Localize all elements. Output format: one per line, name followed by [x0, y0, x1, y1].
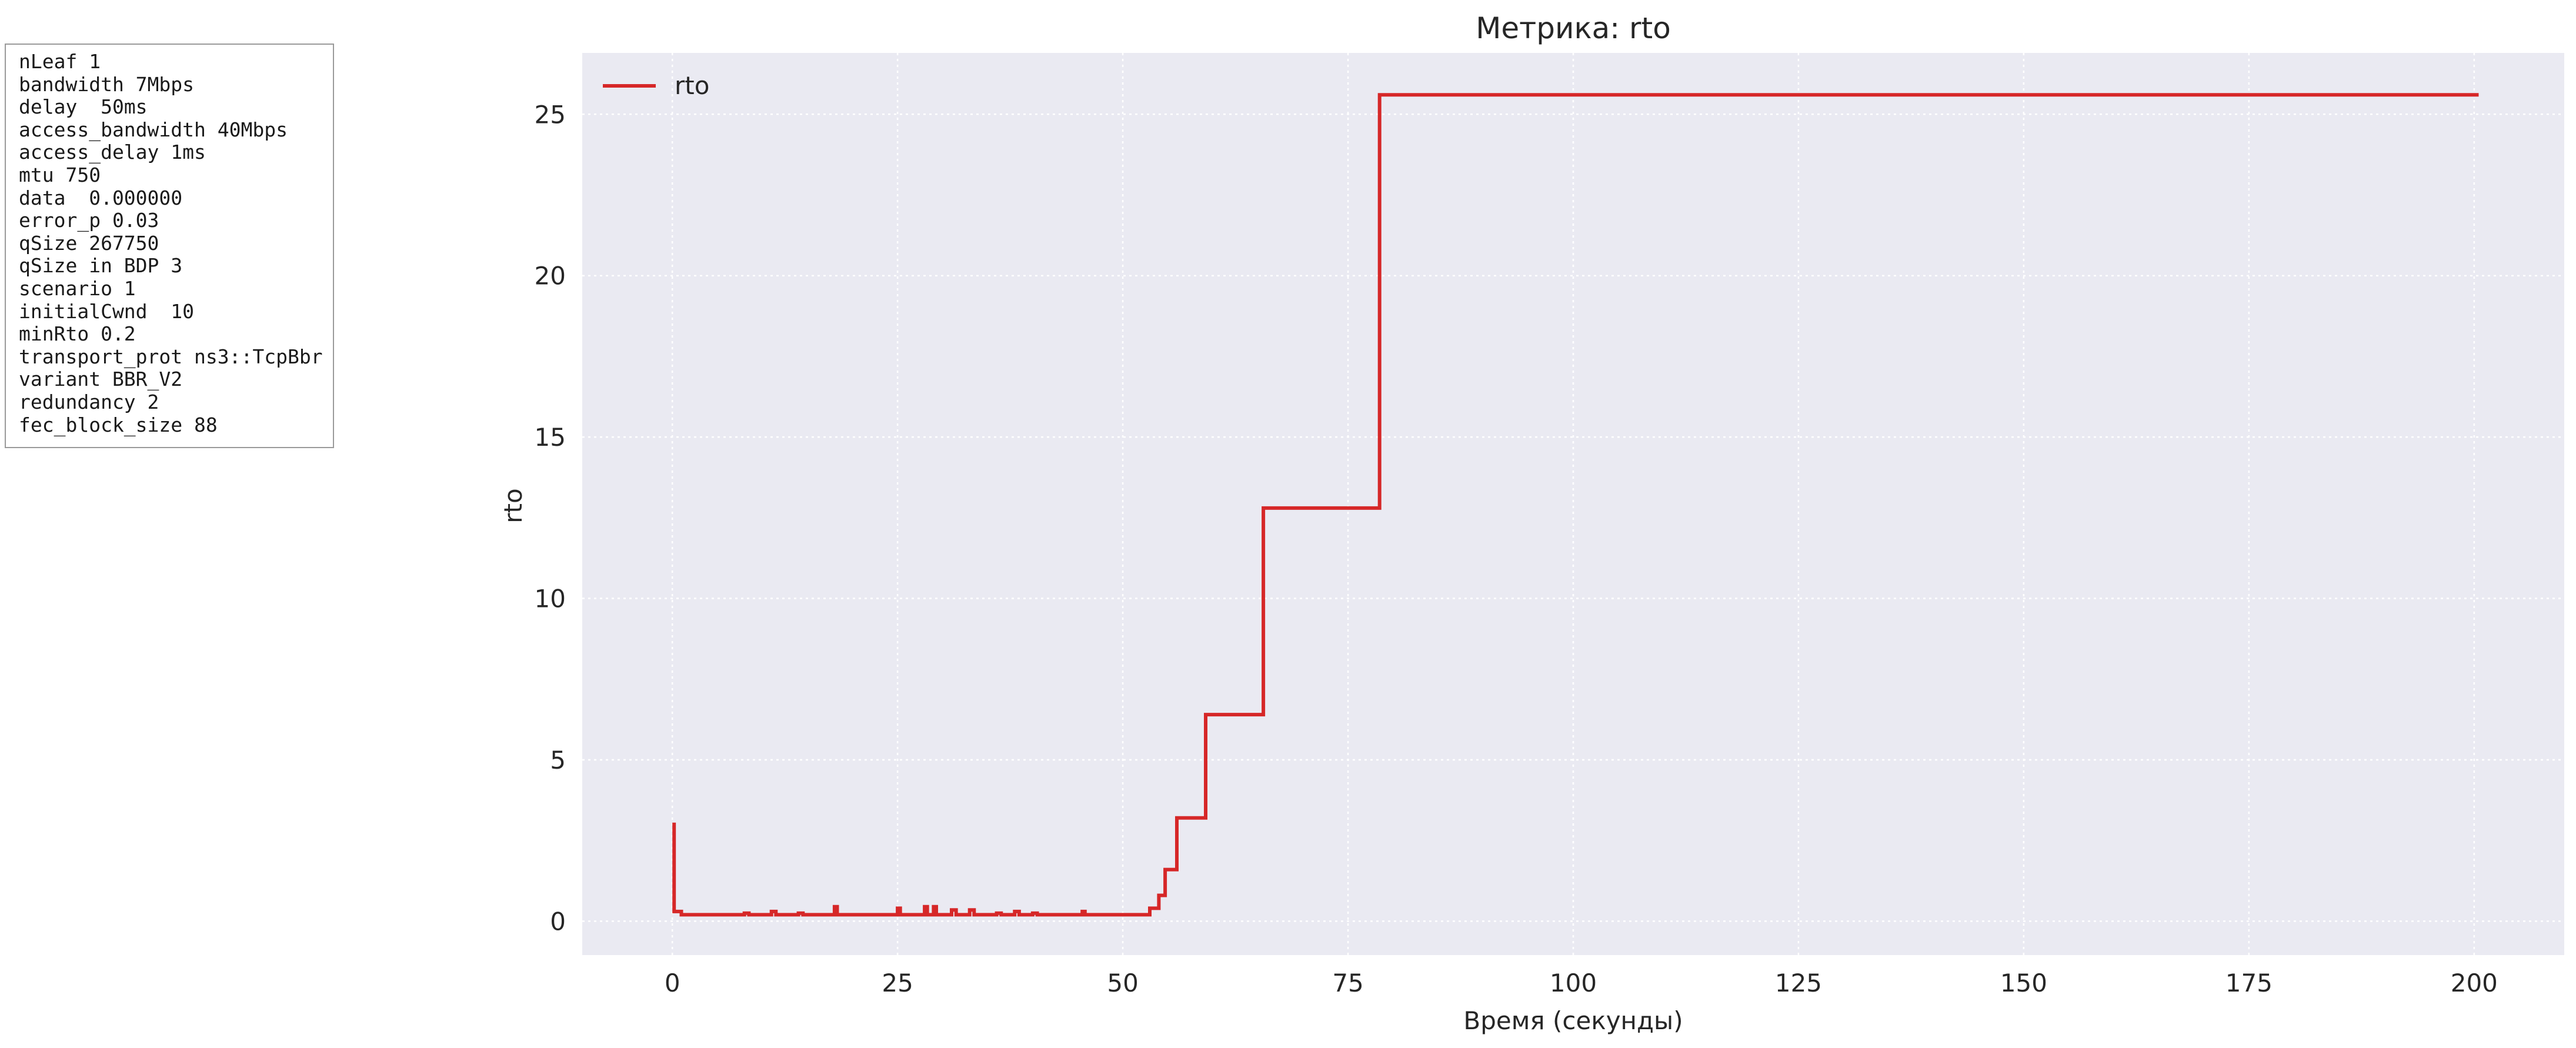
y-tick-label: 0 [550, 907, 566, 936]
y-tick-label: 15 [535, 423, 566, 452]
param-line: initialCwnd 10 [19, 299, 195, 323]
param-line: qSize in BDP 3 [19, 254, 183, 278]
series-layer [672, 93, 2479, 917]
param-line: minRto 0.2 [19, 322, 136, 346]
tick-labels: 0 25 50 75 100 125 150 175 200 0 5 10 15 20 25 [535, 100, 2498, 997]
x-tick-label: 175 [2225, 969, 2273, 997]
x-tick-label: 200 [2451, 969, 2498, 997]
x-tick-label: 125 [1775, 969, 1822, 997]
param-line: transport_prot ns3::TcpBbr [19, 345, 323, 368]
parameters-box: nLeaf 1 bandwidth 7Mbps delay 50ms access_b… [5, 44, 334, 448]
param-line: delay 50ms [19, 95, 148, 119]
param-line: access_bandwidth 40Mbps [19, 118, 288, 141]
x-tick-label: 150 [2000, 969, 2047, 997]
param-line: redundancy 2 [19, 390, 159, 413]
y-axis-label: rto [499, 488, 528, 523]
chart-title: Метрика: rto [1476, 11, 1671, 45]
param-line: mtu 750 [19, 163, 101, 186]
param-line: fec_block_size 88 [19, 413, 218, 436]
param-line: error_p 0.03 [19, 209, 159, 232]
plot-area [582, 53, 2564, 955]
y-tick-label: 10 [535, 585, 566, 613]
grid [582, 53, 2564, 955]
param-line: qSize 267750 [19, 231, 159, 255]
param-line: access_delay 1ms [19, 141, 206, 164]
x-axis-label: Время (секунды) [1463, 1006, 1683, 1035]
y-tick-label: 25 [535, 100, 566, 129]
series-line-rto [672, 93, 2479, 917]
x-tick-label: 0 [665, 969, 680, 997]
param-line: nLeaf 1 [19, 50, 101, 73]
param-line: data 0.000000 [19, 186, 183, 209]
x-tick-label: 50 [1107, 969, 1138, 997]
y-tick-label: 20 [535, 262, 566, 291]
param-line: bandwidth 7Mbps [19, 72, 195, 96]
x-tick-label: 75 [1332, 969, 1363, 997]
x-tick-label: 100 [1550, 969, 1597, 997]
legend-label-rto: rto [675, 71, 709, 100]
x-tick-label: 25 [882, 969, 913, 997]
param-line: variant BBR_V2 [19, 368, 183, 391]
legend: rto [603, 71, 709, 100]
y-tick-label: 5 [550, 746, 566, 775]
param-line: scenario 1 [19, 276, 136, 300]
